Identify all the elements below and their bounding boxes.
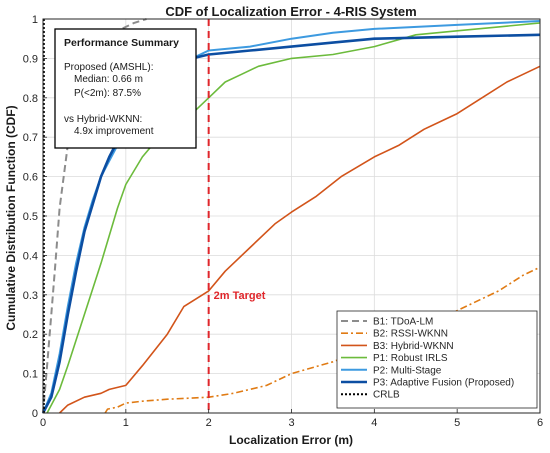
y-tick-label: 0.1	[23, 369, 38, 381]
target-label: 2m Target	[214, 290, 266, 302]
x-tick-label: 2	[206, 417, 212, 429]
x-tick-label: 0	[40, 417, 46, 429]
y-tick-label: 0.8	[23, 93, 38, 105]
x-tick-label: 4	[371, 417, 377, 429]
legend-label: B3: Hybrid-WKNN	[373, 341, 454, 352]
y-tick-label: 0.4	[23, 250, 38, 262]
y-tick-label: 0.3	[23, 290, 38, 302]
summary-line: P(<2m): 87.5%	[74, 88, 141, 99]
target-marker: 2m Target	[207, 19, 266, 413]
performance-summary-box: Performance Summary Proposed (AMSHL): Me…	[54, 28, 197, 149]
y-tick-label: 0.5	[23, 211, 38, 223]
y-tick-label: 0.9	[23, 53, 38, 65]
legend-label: CRLB	[373, 390, 400, 401]
x-axis-label: Localization Error (m)	[229, 433, 353, 447]
series-line-1	[104, 266, 541, 414]
summary-line: Proposed (AMSHL):	[64, 62, 153, 73]
summary-line: vs Hybrid-WKNN:	[64, 114, 142, 125]
summary-line: Median: 0.66 m	[74, 74, 143, 85]
y-axis-label: Cumulative Distribution Function (CDF)	[4, 105, 18, 330]
y-tick-label: 0	[32, 408, 38, 420]
y-axis-ticks: 0 0.1 0.2 0.3 0.4 0.5 0.6 0.7 0.8 0.9 1	[23, 14, 47, 420]
legend-label: P2: Multi-Stage	[373, 365, 442, 376]
legend-label: P3: Adaptive Fusion (Proposed)	[373, 378, 514, 389]
summary-box-frame	[54, 28, 197, 149]
x-tick-label: 6	[537, 417, 543, 429]
x-tick-label: 3	[288, 417, 294, 429]
y-tick-label: 0.2	[23, 329, 38, 341]
x-tick-label: 1	[123, 417, 129, 429]
legend-label: B2: RSSI-WKNN	[373, 329, 448, 340]
summary-box-title: Performance Summary	[64, 37, 179, 49]
y-tick-label: 0.7	[23, 132, 38, 144]
summary-line: 4.9x improvement	[74, 126, 154, 137]
series-line-2	[59, 65, 541, 414]
legend-frame	[336, 310, 538, 409]
legend-label: P1: Robust IRLS	[373, 353, 448, 364]
chart-title: CDF of Localization Error - 4-RIS System	[165, 4, 416, 19]
x-axis-ticks: 0 1 2 3 4 5 6	[40, 409, 543, 429]
y-tick-label: 0.6	[23, 172, 38, 184]
y-tick-label: 1	[32, 14, 38, 26]
x-tick-label: 5	[454, 417, 460, 429]
legend-label: B1: TDoA-LM	[373, 317, 433, 328]
